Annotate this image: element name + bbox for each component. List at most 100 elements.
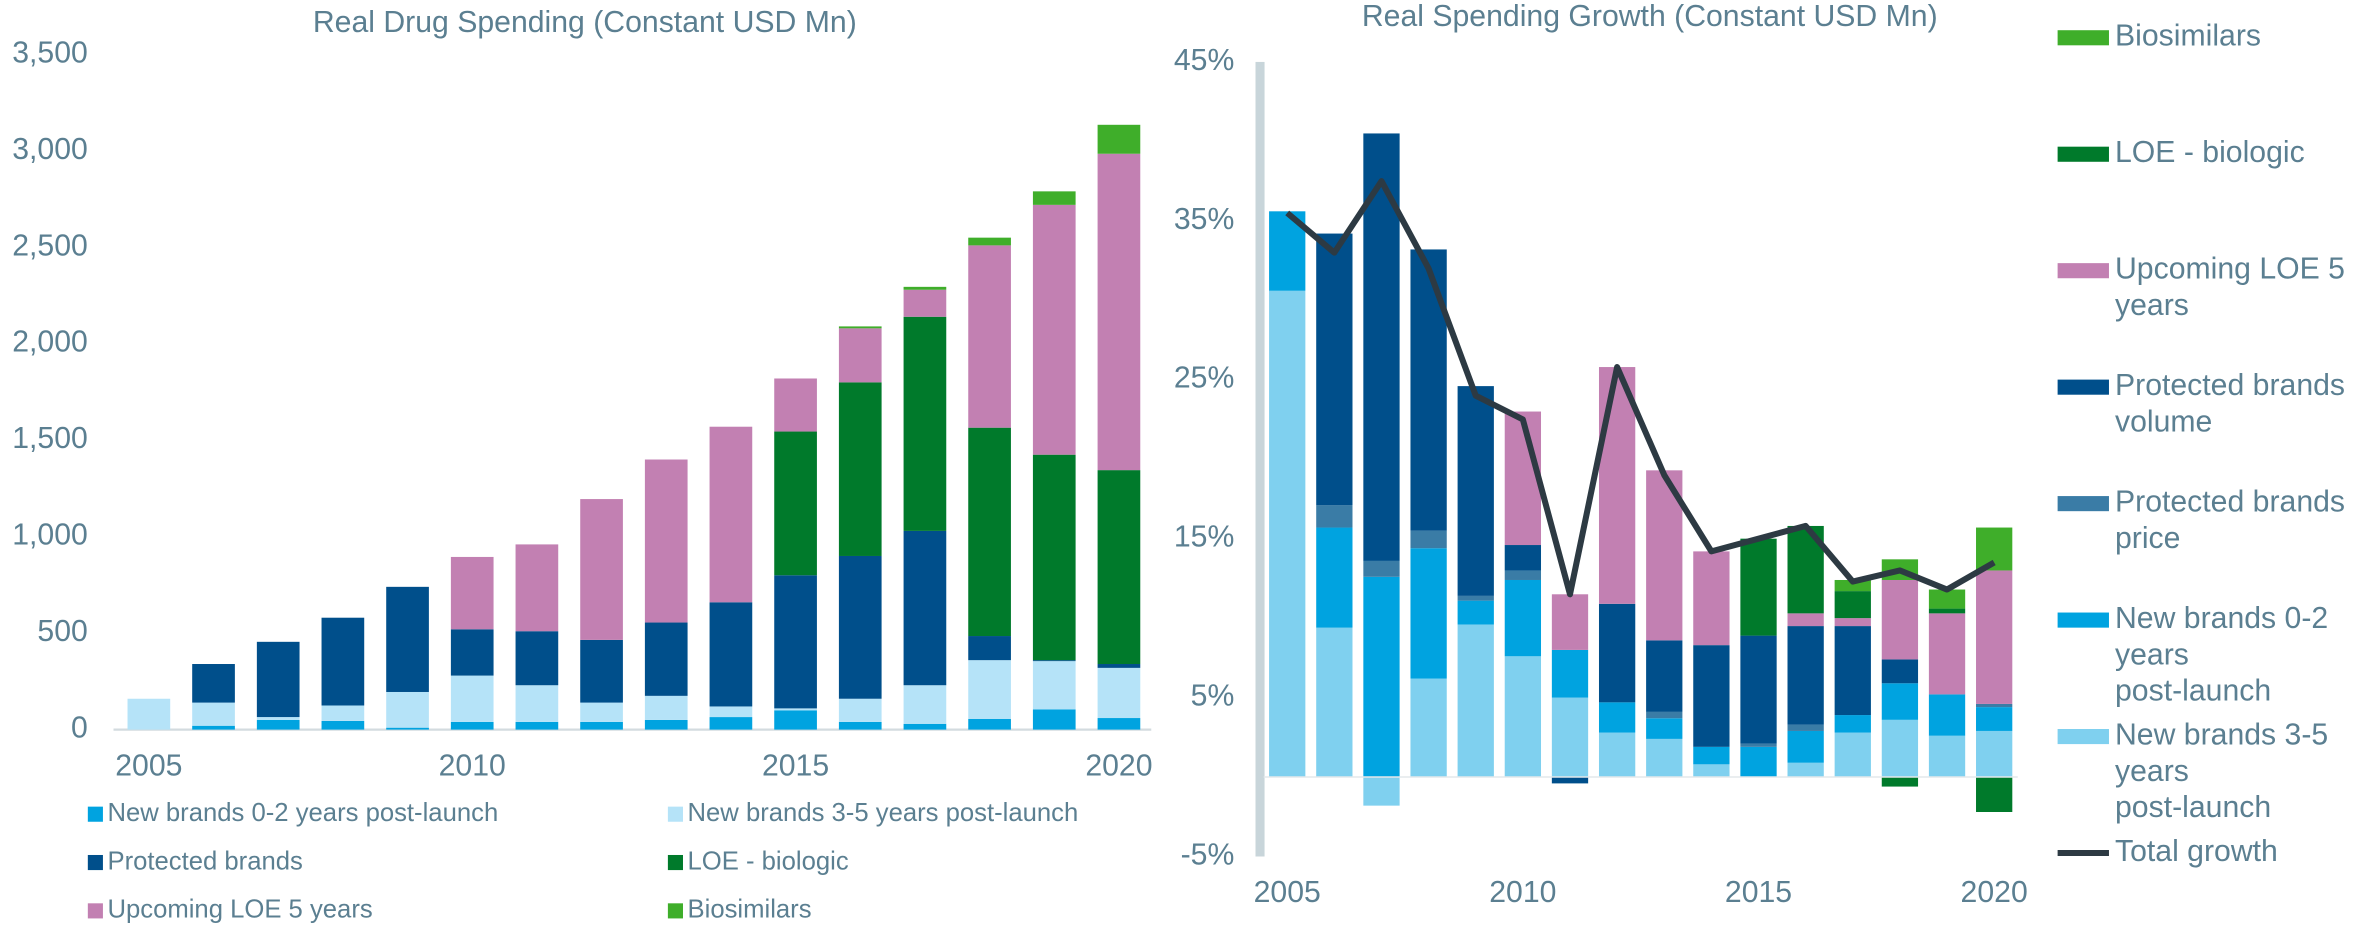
bar-segment: [709, 426, 753, 603]
bar-segment: [968, 636, 1011, 661]
bar-segment: [644, 695, 688, 720]
legend-label: Protected brands price: [2115, 486, 2345, 555]
bar-segment: [644, 622, 688, 696]
bar-segment: [1410, 249, 1447, 531]
bar-segment: [1881, 777, 1919, 787]
y-tick-label: 45%: [1174, 44, 1234, 77]
bar-segment: [1598, 732, 1636, 778]
bar-segment: [1693, 645, 1730, 747]
bar-segment: [1740, 538, 1777, 636]
bar-segment: [127, 698, 171, 730]
bar-segment: [321, 617, 365, 706]
bar-segment: [774, 575, 817, 709]
bar-segment: [1316, 627, 1353, 778]
bar-segment: [1881, 719, 1919, 778]
bar-segment: [644, 719, 688, 730]
bar-segment: [1598, 702, 1636, 733]
legend-swatch: [667, 806, 683, 822]
bar-segment: [1928, 735, 1966, 778]
bar-segment: [321, 720, 365, 730]
legend-swatch: [2057, 146, 2109, 162]
bar-segment: [515, 685, 559, 722]
bar-segment: [1740, 635, 1777, 744]
y-tick-label: 500: [37, 615, 87, 648]
bar-segment: [1032, 709, 1076, 730]
y-tick-label: 1,500: [12, 422, 88, 455]
y-tick-label: 25%: [1174, 362, 1234, 395]
bar-segment: [1457, 624, 1494, 778]
bar-segment: [1693, 551, 1730, 646]
bar-segment: [450, 629, 494, 676]
y-tick-label: 5%: [1191, 680, 1235, 713]
legend-label: Biosimilars: [688, 896, 812, 924]
bar-segment: [838, 721, 882, 730]
bar-segment: [1032, 454, 1076, 661]
bar-segment: [450, 556, 494, 630]
x-tick-label: 2005: [115, 749, 182, 782]
bar-segment: [1928, 613, 1966, 695]
bar-segment: [1834, 618, 1871, 627]
bar-segment: [515, 544, 559, 632]
y-tick-label: 35%: [1174, 203, 1234, 236]
bar-segment: [1787, 762, 1824, 778]
bar-segment: [1976, 570, 2013, 704]
bar-segment: [1740, 746, 1777, 778]
bar-segment: [838, 698, 882, 722]
legend-label: LOE - biologic: [688, 847, 849, 875]
bar-segment: [1928, 694, 1966, 736]
bar-segment: [1693, 764, 1730, 778]
bar-segment: [1740, 743, 1777, 747]
bar-segment: [1032, 204, 1076, 455]
bar-segment: [256, 717, 300, 720]
bar-segment: [1097, 664, 1141, 668]
bar-segment: [1097, 667, 1141, 719]
bar-segment: [1410, 548, 1447, 679]
bar-segment: [192, 725, 235, 730]
bar-segment: [580, 721, 623, 730]
bar-segment: [903, 289, 947, 317]
bar-segment: [1504, 545, 1542, 571]
bar-segment: [838, 328, 882, 383]
bar-segment: [1410, 678, 1447, 778]
x-tick-label: 2015: [1725, 876, 1792, 909]
bar-segment: [1834, 626, 1871, 716]
bar-segment: [192, 664, 235, 703]
bar-segment: [1834, 591, 1871, 619]
bar-segment: [1032, 660, 1076, 662]
legend-swatch: [2057, 379, 2109, 395]
legend-swatch: [87, 806, 103, 822]
legend-swatch: [667, 854, 683, 871]
y-tick-label: 3,000: [12, 133, 88, 166]
y-tick-label: 3,500: [12, 36, 88, 69]
bar-segment: [1551, 649, 1589, 698]
legend-swatch: [87, 854, 103, 871]
total-line: [1285, 178, 1996, 598]
x-tick-label: 2020: [1085, 749, 1152, 782]
bar-segment: [1410, 530, 1447, 549]
bar-segment: [903, 723, 947, 730]
legend-swatch: [667, 903, 683, 919]
bar-segment: [1598, 603, 1636, 703]
bar-segment: [1881, 683, 1919, 720]
chart-title: Real Drug Spending (Constant USD Mn): [313, 6, 857, 39]
bar-segment: [968, 237, 1011, 246]
y-tick-label: 2,000: [12, 326, 88, 359]
y-axis-line: [1255, 61, 1265, 857]
bar-segment: [1928, 589, 1966, 609]
bar-segment: [580, 639, 623, 703]
bar-segment: [1504, 411, 1542, 546]
bar-segment: [1787, 626, 1824, 725]
bar-segment: [1834, 579, 1871, 592]
bar-segment: [1363, 560, 1400, 577]
bar-segment: [1097, 153, 1141, 471]
bar-segment: [1646, 738, 1683, 778]
legend-label: Protected brands: [107, 847, 302, 875]
bar-segment: [1032, 191, 1076, 205]
bar-segment: [256, 641, 300, 718]
bar-segment: [1834, 732, 1871, 778]
bar-segment: [321, 705, 365, 721]
legend-label: New brands 0-2 years post-launch: [107, 799, 498, 827]
bar-segment: [1457, 600, 1494, 625]
